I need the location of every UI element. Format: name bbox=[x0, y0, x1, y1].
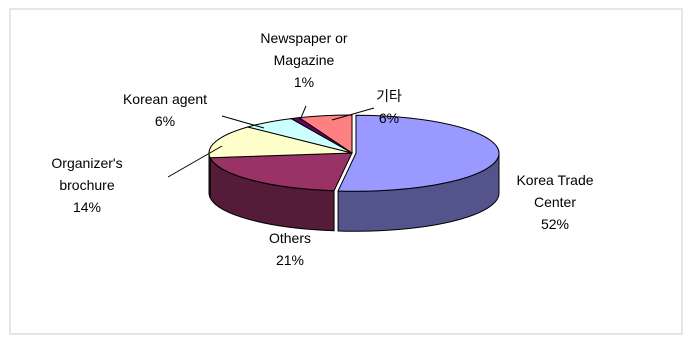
slice-label-3: Korean agent 6% bbox=[123, 91, 207, 129]
slice-name-4: Newspaper or bbox=[260, 30, 347, 46]
leader-line-3 bbox=[221, 115, 265, 129]
plot-border bbox=[9, 8, 683, 335]
slice-label-1: Others 21% bbox=[269, 230, 311, 268]
slice-value-5: 6% bbox=[379, 110, 399, 126]
slice-top-5 bbox=[297, 114, 353, 154]
slice-top-0 bbox=[337, 114, 500, 192]
leader-line-2 bbox=[167, 145, 223, 178]
slice-name-3: Korean agent bbox=[123, 91, 207, 107]
leader-line-4 bbox=[299, 105, 307, 121]
slice-label-4: Newspaper or Magazine 1% bbox=[260, 30, 347, 90]
pie-tops bbox=[208, 114, 500, 192]
slice-value-0: 52% bbox=[541, 216, 569, 232]
slice-labels: Korea Trade Center 52% Others 21% Organizer's… bbox=[51, 30, 593, 268]
slice-label-0: Korea Trade Center 52% bbox=[516, 172, 593, 232]
slice-top-2 bbox=[208, 126, 353, 159]
slice-value-4: 1% bbox=[294, 74, 314, 90]
slice-name-1: Others bbox=[269, 230, 311, 246]
slice-name-0: Korea Trade bbox=[516, 172, 593, 188]
leader-line-5 bbox=[331, 107, 375, 121]
slice-name-0: Center bbox=[534, 194, 576, 210]
slice-name-2: Organizer's bbox=[51, 155, 122, 171]
slice-value-1: 21% bbox=[276, 252, 304, 268]
leader-lines bbox=[167, 105, 375, 178]
slice-label-5: 기타 6% bbox=[376, 88, 402, 126]
slice-side-2 bbox=[208, 152, 211, 198]
slice-name-2: brochure bbox=[59, 177, 114, 193]
slice-name-5: 기타 bbox=[376, 88, 402, 104]
slice-name-4: Magazine bbox=[274, 52, 335, 68]
slice-top-1 bbox=[209, 152, 353, 192]
slice-value-2: 14% bbox=[73, 199, 101, 215]
slice-value-3: 6% bbox=[155, 113, 175, 129]
slice-label-2: Organizer's brochure 14% bbox=[51, 155, 122, 215]
